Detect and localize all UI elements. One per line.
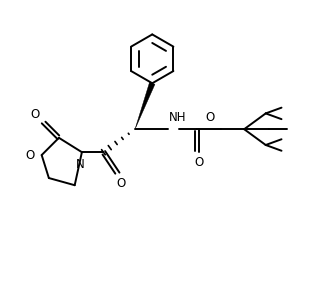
Text: NH: NH [169, 111, 186, 124]
Text: O: O [116, 177, 125, 190]
Text: O: O [25, 148, 34, 162]
Polygon shape [135, 82, 155, 129]
Text: N: N [76, 159, 85, 171]
Text: O: O [205, 111, 214, 124]
Text: O: O [30, 108, 40, 121]
Text: O: O [194, 156, 204, 168]
